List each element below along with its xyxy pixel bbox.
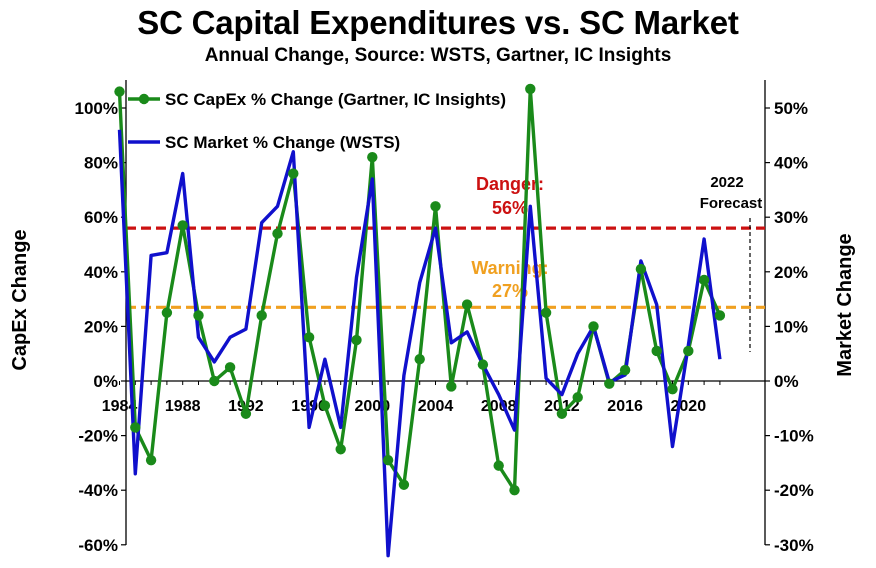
capex-point [540,307,552,318]
capex-point [509,485,520,496]
capex-point [493,460,504,471]
x-tick-label: 2008 [481,398,517,415]
right-tick-label: -20% [774,481,814,500]
reference-line-label: Warning: [471,258,548,278]
capex-point [288,168,299,179]
capex-point [430,201,441,212]
capex-point [714,310,726,321]
reference-line-value: 56% [492,198,528,218]
forecast-year-label: 2022 [710,174,743,191]
capex-point [114,86,125,97]
capex-point [193,310,204,321]
right-tick-label: 30% [774,208,808,227]
capex-point [145,454,157,466]
x-tick-label: 1984 [102,398,138,415]
capex-point [272,228,283,239]
left-tick-label: 60% [84,208,118,227]
left-tick-label: -20% [78,427,118,446]
right-tick-label: 40% [774,154,808,173]
left-tick-label: 0% [93,372,118,391]
y2-axis-label: Market Change [834,233,856,376]
forecast-label: Forecast [700,195,763,212]
capex-point [382,454,394,466]
capex-point [319,400,331,411]
capex-point [224,362,236,373]
right-tick-label: 20% [774,263,808,282]
capex-point [209,375,220,387]
capex-point [667,383,678,395]
chart-subtitle: Annual Change, Source: WSTS, Gartner, IC… [204,45,672,66]
capex-point [461,299,473,310]
right-tick-label: -10% [774,427,814,446]
right-tick-label: 50% [774,99,808,118]
legend-capex-label: SC CapEx % Change (Gartner, IC Insights) [165,90,506,109]
capex-point [556,408,568,419]
left-tick-label: -60% [78,536,118,555]
capex-point [398,479,410,490]
capex-point [604,378,615,389]
chart-title: SC Capital Expenditures vs. SC Market [137,4,739,41]
capex-point [303,332,315,343]
capex-point [683,345,694,357]
capex-point [256,310,267,321]
capex-point [446,381,457,392]
legend-capex-marker [138,93,150,105]
legend-market-label: SC Market % Change (WSTS) [165,133,400,152]
capex-point [161,307,173,318]
y-axis-label: CapEx Change [9,229,31,370]
right-tick-label: 0% [774,372,799,391]
capex-point [477,359,489,370]
capex-point [351,334,362,346]
left-tick-label: 40% [84,263,118,282]
market-series-line [117,129,722,558]
capex-point [130,422,141,433]
capex-point [572,392,583,403]
reference-line-label: Danger: [476,174,544,194]
capex-point [635,263,647,275]
x-tick-label: 2020 [671,398,707,415]
capex-point [588,321,599,332]
capex-point [335,444,346,455]
capex-point [619,364,631,376]
right-tick-label: -30% [774,536,814,555]
x-tick-label: 2004 [418,398,454,415]
capex-point [698,274,710,286]
left-tick-label: -40% [78,481,118,500]
reference-line-value: 27% [492,281,528,301]
capex-point [240,408,252,419]
left-tick-label: 100% [75,99,118,118]
capex-point [177,220,188,231]
x-tick-label: 2016 [607,398,643,415]
right-tick-label: 10% [774,317,808,336]
capex-point [525,83,536,95]
left-tick-label: 20% [84,317,118,336]
capex-point [651,345,662,357]
left-tick-label: 80% [84,154,118,173]
capex-point [414,353,425,365]
capex-point [367,151,378,163]
x-tick-label: 1988 [165,398,201,415]
